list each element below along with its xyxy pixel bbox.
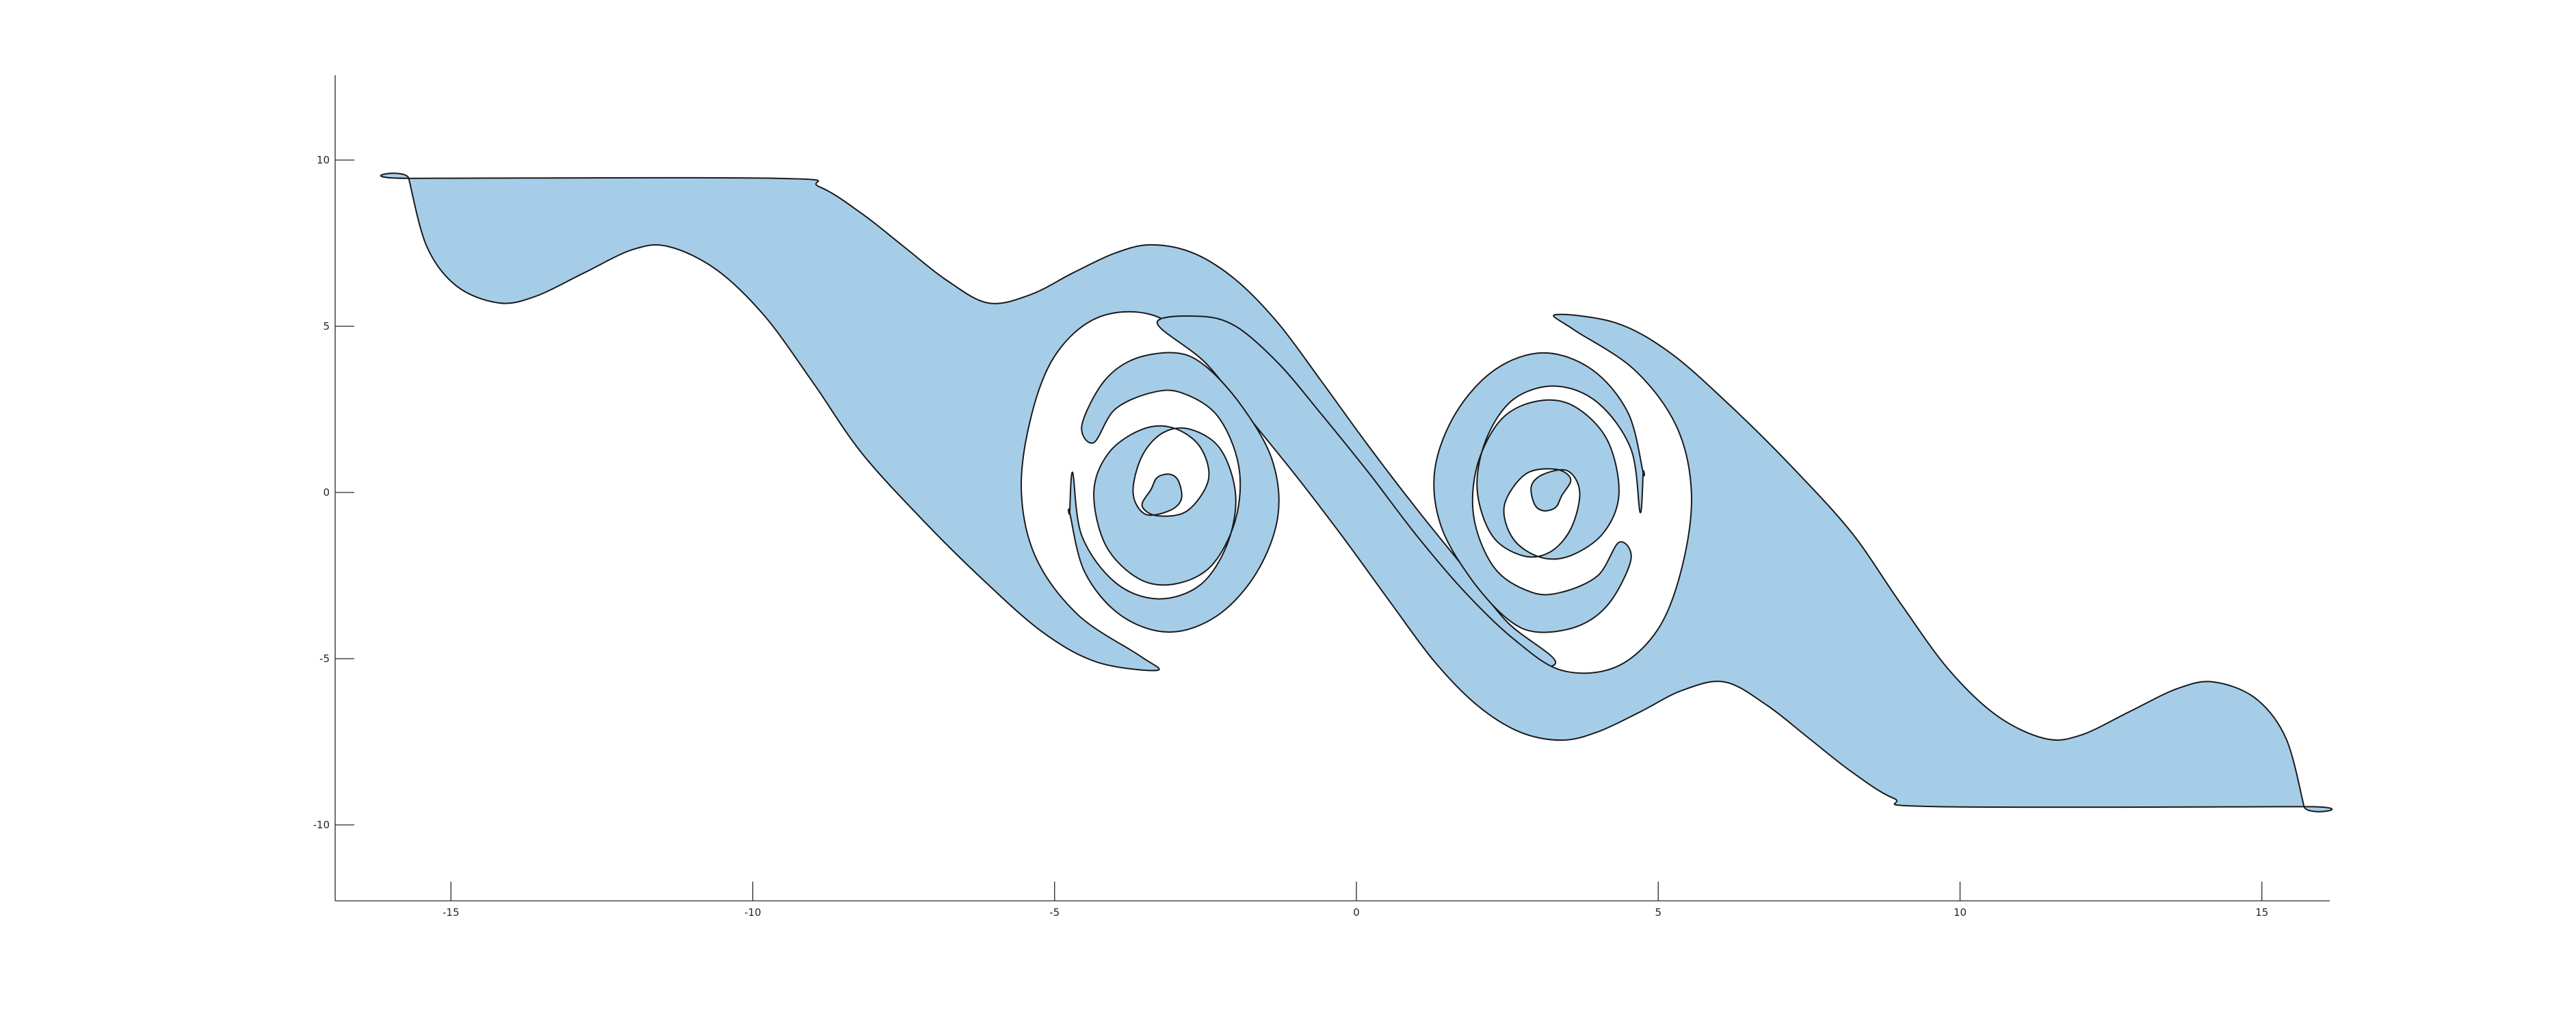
filled-region-layer [380,172,2333,813]
x-tick-label: -15 [443,906,460,919]
spiral-arm-right [1433,352,1646,633]
x-tick-label: 0 [1353,906,1360,919]
filled-region-left [380,172,1557,672]
x-tick-label: -5 [1049,906,1060,919]
y-tick-label: -5 [319,653,330,665]
y-tick-label: 10 [317,154,330,166]
y-tick-label: -10 [313,819,330,831]
y-tick-label: 5 [323,320,330,332]
x-tick-label: 15 [2255,906,2268,919]
x-tick-label: 5 [1655,906,1661,919]
spiral-arm-left [1067,352,1280,633]
y-ticks: -10 -5 0 5 10 [313,154,354,831]
x-tick-label: -10 [744,906,761,919]
filled-region-right [1156,313,2333,813]
x-tick-label: 10 [1954,906,1967,919]
y-tick-label: 0 [323,486,330,499]
axes [334,75,2330,902]
x-ticks: -15 -10 -5 0 5 10 15 [443,882,2268,919]
